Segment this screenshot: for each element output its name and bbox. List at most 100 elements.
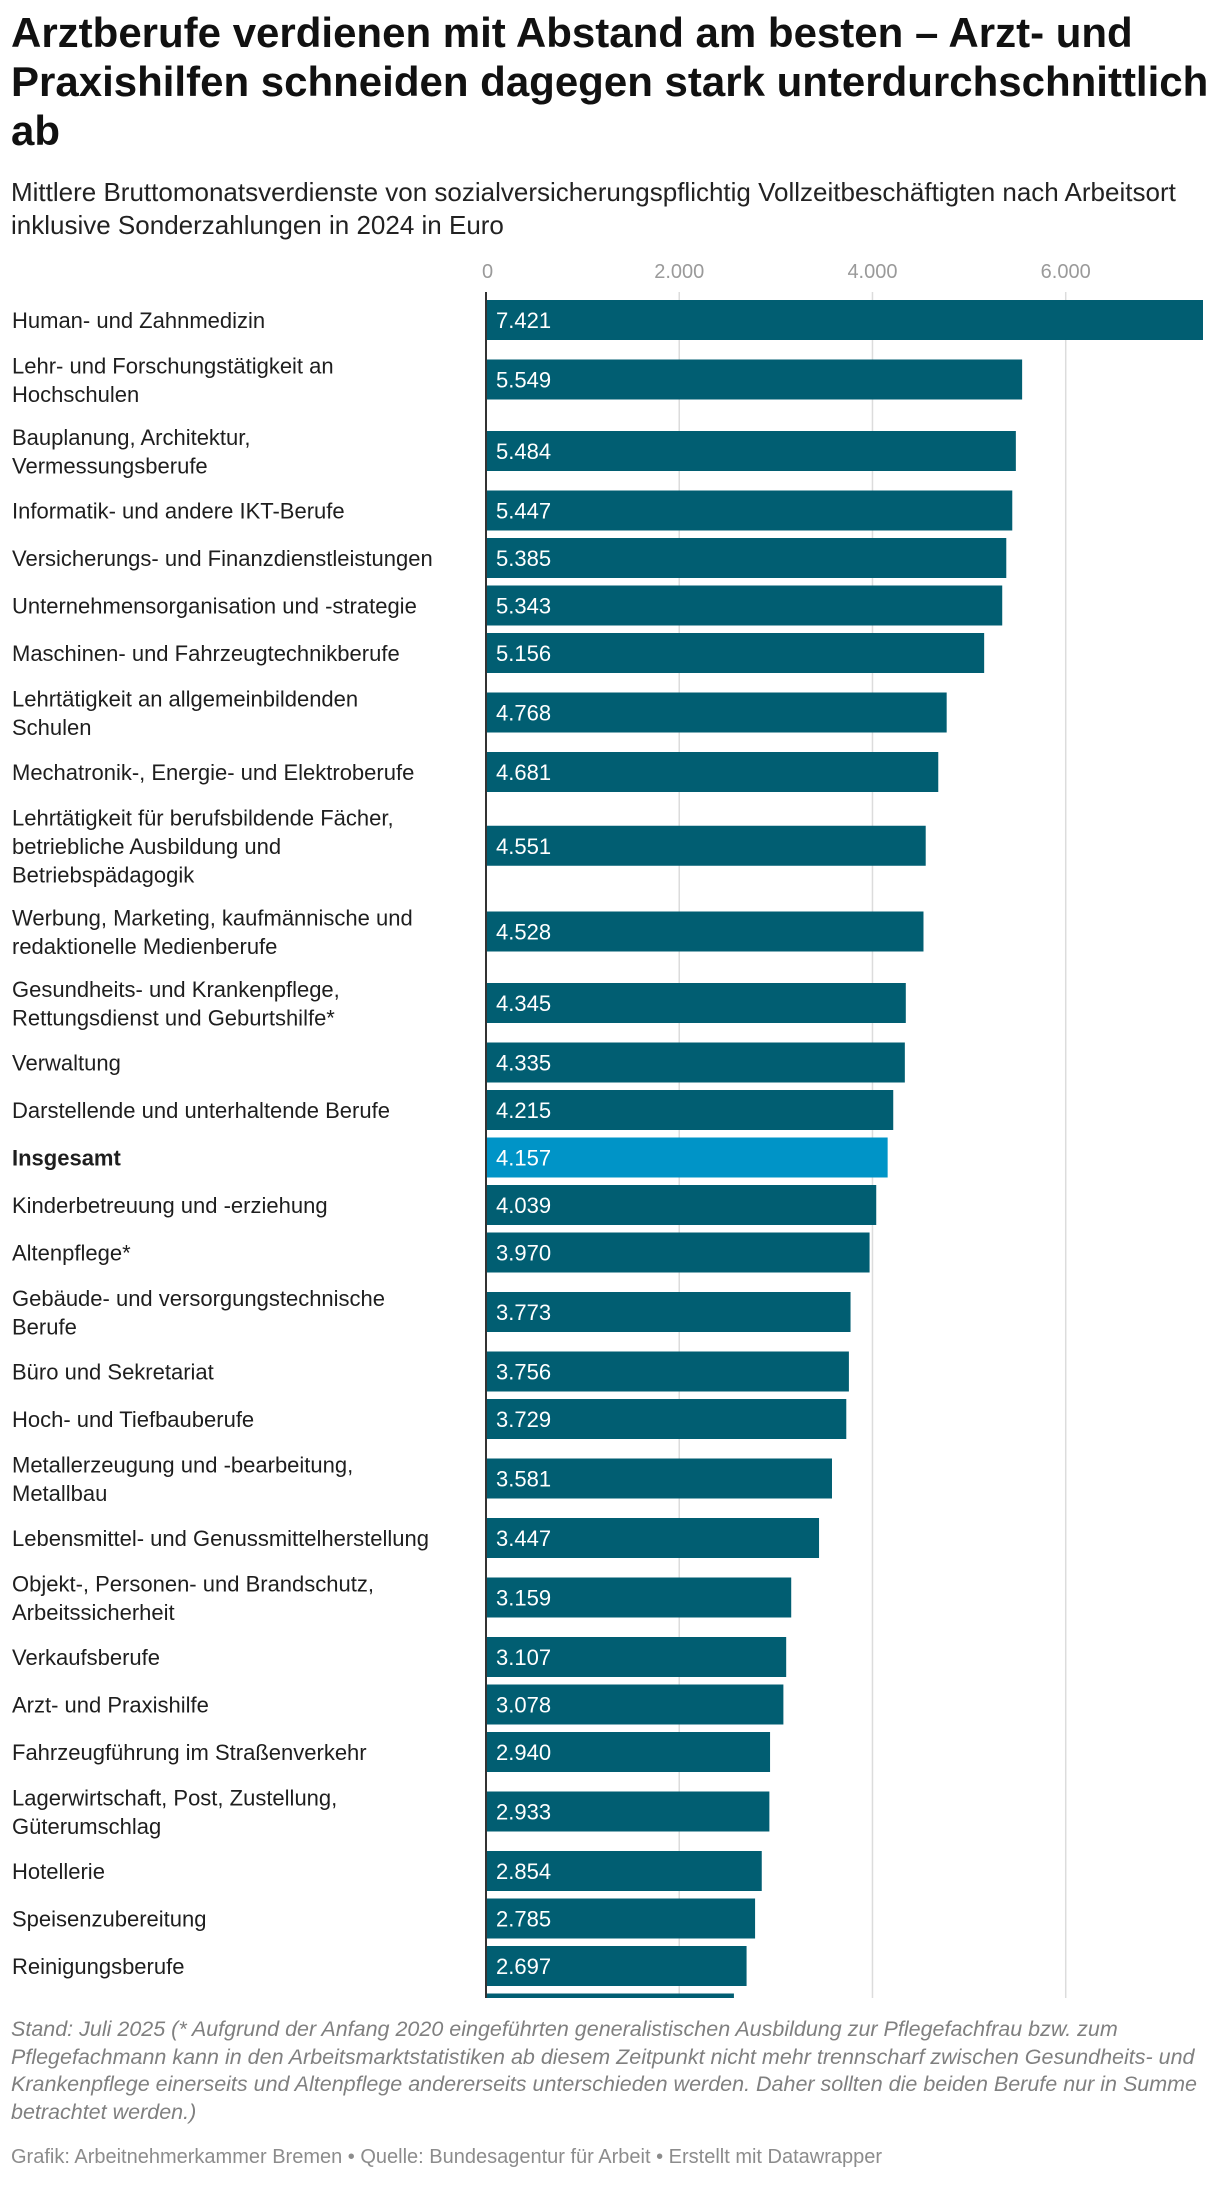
bar-chart: 0 2.000 4.000 6.000 7.421 Human- und Zahnmedi… (12, 261, 1203, 1998)
chart-subtitle: Mittlere Bruttomonatsverdienste von sozi… (11, 177, 1176, 240)
bar-row: 4.768 Lehrtätigkeit an allgemeinbildenden… (12, 686, 947, 740)
bar-value-label: 3.078 (496, 1693, 551, 1718)
bar-row: 3.970 Altenpflege* (12, 1232, 870, 1273)
category-label: Lehrtätigkeit an allgemeinbildenden (12, 686, 358, 711)
bar (486, 538, 1007, 578)
chart-title: Arztberufe verdienen mit Abstand am best… (11, 9, 1209, 154)
bar (486, 1232, 870, 1273)
category-label: Metallbau (12, 1481, 107, 1506)
category-label: Kinderbetreuung und -erziehung (12, 1193, 328, 1218)
bar-value-label: 3.581 (496, 1467, 551, 1492)
category-label: Lagerwirtschaft, Post, Zustellung, (12, 1785, 337, 1810)
bar-value-label: 5.343 (496, 594, 551, 619)
bar-row: 4.528 Werbung, Marketing, kaufmännische u… (12, 905, 924, 959)
category-label: Verkaufsberufe (12, 1645, 160, 1670)
category-label: Maschinen- und Fahrzeugtechnikberufe (12, 641, 400, 666)
bar-row: 3.447 Lebensmittel- und Genussmittelherst… (12, 1518, 820, 1558)
bar-value-label: 3.159 (496, 1586, 551, 1611)
bar (486, 1851, 762, 1891)
bar-value-label: 4.681 (496, 760, 551, 785)
bar-value-label: 5.156 (496, 641, 551, 666)
bar-row: 4.157 Insgesamt (12, 1137, 888, 1178)
bar-row: 2.933 Lagerwirtschaft, Post, Zustellung, G… (12, 1785, 770, 1839)
category-label: Güterumschlag (12, 1814, 161, 1839)
category-label: Schulen (12, 715, 92, 740)
bar-value-label: 3.107 (496, 1645, 551, 1670)
bar (486, 431, 1016, 471)
bar-row: 2.785 Speisenzubereitung (12, 1898, 756, 1939)
bar-value-label: 2.933 (496, 1800, 551, 1825)
bar (486, 1351, 849, 1392)
bar-value-label: 4.215 (496, 1098, 551, 1123)
bar-row: 3.159 Objekt-, Personen- und Brandschutz,… (12, 1571, 792, 1625)
bar (486, 1946, 747, 1986)
bar-value-label: 2.854 (496, 1859, 551, 1884)
bar-row: 4.215 Darstellende und unterhaltende Beru… (12, 1090, 894, 1130)
category-label: Gesundheits- und Krankenpflege, (12, 977, 340, 1002)
category-label: Fahrzeugführung im Straßenverkehr (12, 1740, 367, 1765)
category-label: Rettungsdienst und Geburtshilfe* (12, 1005, 335, 1030)
bar-value-label: 3.729 (496, 1407, 551, 1432)
category-label: Versicherungs- und Finanzdienstleistunge… (12, 546, 433, 571)
category-label: Metallerzeugung und -bearbeitung, (12, 1452, 353, 1477)
category-label: Altenpflege* (12, 1241, 131, 1266)
bar-value-label: 4.551 (496, 834, 551, 859)
bar (486, 1898, 756, 1939)
bar (486, 1684, 784, 1725)
category-label: Insgesamt (12, 1146, 121, 1171)
bar-row: 5.447 Informatik- und andere IKT-Berufe (12, 490, 1013, 531)
chart-byline: Grafik: Arbeitnehmerkammer Bremen • Quel… (11, 2146, 883, 2168)
bar (486, 633, 985, 673)
category-label: Reinigungsberufe (12, 1954, 184, 1979)
category-label: Hotellerie (12, 1859, 105, 1884)
x-tick-label: 0 (482, 261, 493, 283)
bar (486, 490, 1013, 531)
bar (486, 983, 906, 1023)
category-label: Lebensmittel- und Genussmittelherstellun… (12, 1526, 429, 1551)
bar-row: 5.484 Bauplanung, Architektur, Vermessungs… (12, 425, 1016, 478)
chart-notes: Stand: Juli 2025 (* Aufgrund der Anfang … (11, 2017, 1198, 2124)
bar-value-label: 4.345 (496, 991, 551, 1016)
category-label: Human- und Zahnmedizin (12, 308, 265, 333)
bar-value-label: 4.528 (496, 920, 551, 945)
bar (486, 825, 926, 866)
bar-row: 2.854 Hotellerie (12, 1851, 762, 1891)
x-tick-label: 6.000 (1041, 261, 1091, 283)
bar-value-label: 3.970 (496, 1241, 551, 1266)
bar-value-label: 4.039 (496, 1193, 551, 1218)
bar (486, 1518, 820, 1558)
bar-row: 2.940 Fahrzeugführung im Straßenverkehr (12, 1732, 771, 1772)
bar (486, 300, 1203, 340)
category-label: Mechatronik-, Energie- und Elektroberufe (12, 760, 414, 785)
category-label: Büro und Sekretariat (12, 1360, 214, 1385)
bar (486, 692, 947, 733)
bar-value-label: 4.768 (496, 701, 551, 726)
bar-row: 5.343 Unternehmensorganisation und -strat… (12, 585, 1003, 626)
bar-row: 3.756 Büro und Sekretariat (12, 1351, 849, 1392)
category-label: Betriebspädagogik (12, 862, 195, 887)
bar-row: 3.729 Hoch- und Tiefbauberufe (12, 1399, 847, 1439)
bar (486, 1399, 847, 1439)
bar (486, 1458, 832, 1499)
bar (486, 752, 939, 792)
bar-row: 4.551 Lehrtätigkeit für berufsbildende Fä… (12, 805, 926, 887)
category-label: betriebliche Ausbildung und (12, 834, 281, 859)
bar-row: 3.773 Gebäude- und versorgungstechnische B… (12, 1286, 851, 1339)
bar (486, 1090, 894, 1130)
bar-row: 5.156 Maschinen- und Fahrzeugtechnikberuf… (12, 633, 985, 673)
bar (486, 1637, 787, 1677)
category-label: Objekt-, Personen- und Brandschutz, (12, 1571, 374, 1596)
category-label: Arzt- und Praxishilfe (12, 1693, 209, 1718)
bar-row: 2.697 Reinigungsberufe (12, 1946, 747, 1986)
bar-value-label: 4.157 (496, 1146, 551, 1171)
bar-highlight (486, 1137, 888, 1178)
bar-row: 5.549 Lehr- und Forschungstätigkeit an Hoc… (12, 353, 1023, 407)
bar (486, 1577, 792, 1618)
category-label: Verwaltung (12, 1051, 121, 1076)
bar-value-label: 5.484 (496, 439, 551, 464)
bar-row: 4.039 Kinderbetreuung und -erziehung (12, 1185, 877, 1225)
bar-row: 4.335 Verwaltung (12, 1042, 905, 1083)
bar-row: 4.345 Gesundheits- und Krankenpflege, Rett… (12, 977, 906, 1030)
bar-value-label: 4.335 (496, 1051, 551, 1076)
bar (486, 1042, 905, 1083)
